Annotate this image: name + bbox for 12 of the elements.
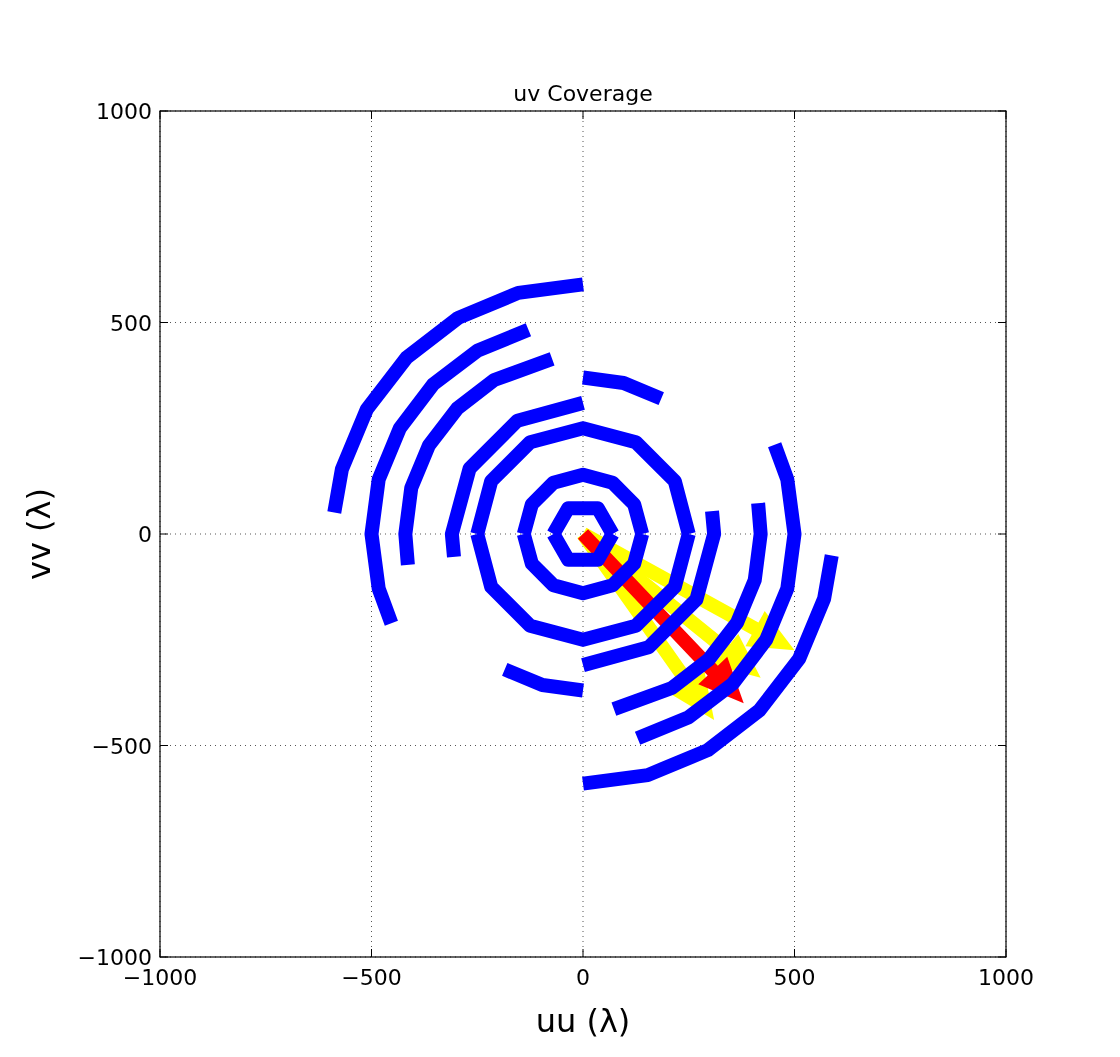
y-tick-label: 500 <box>110 310 152 336</box>
y-axis-title: vv (λ) <box>20 488 58 580</box>
x-tick-label: 1000 <box>978 965 1034 990</box>
chart-title: uv Coverage <box>513 81 653 106</box>
y-tick-label: 0 <box>138 522 152 547</box>
y-tick-label: −1000 <box>77 945 152 970</box>
x-tick-label: 500 <box>773 965 816 990</box>
y-tick-label: −500 <box>91 733 152 759</box>
x-axis-title: uu (λ) <box>535 1002 631 1040</box>
x-tick-label: −500 <box>341 965 402 990</box>
y-tick-label: 1000 <box>96 99 152 124</box>
x-tick-label: 0 <box>576 965 590 990</box>
